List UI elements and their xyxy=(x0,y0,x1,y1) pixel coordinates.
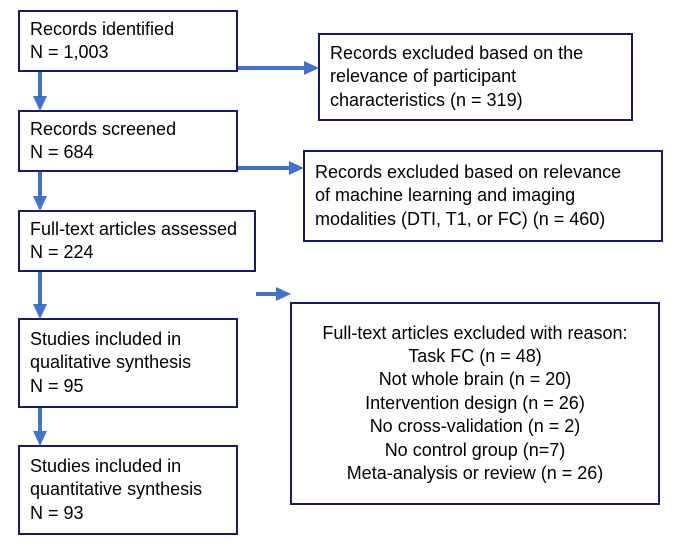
flow-box-qualitative: Studies included in qualitative synthesi… xyxy=(18,318,238,408)
arrow-head-right-fulltext-ex3 xyxy=(276,287,291,301)
arrow-head-right-screened-ex2 xyxy=(289,161,304,175)
arrow-head-down-qualitative-quantitative xyxy=(33,431,47,446)
arrow-right-screened-ex2 xyxy=(238,166,291,170)
arrow-head-down-fulltext-qualitative xyxy=(33,304,47,319)
arrow-down-identified-screened xyxy=(38,72,42,98)
flow-box-ex1: Records excluded based on the relevance … xyxy=(318,33,633,121)
arrow-down-qualitative-quantitative xyxy=(38,408,42,433)
flow-box-screened: Records screened N = 684 xyxy=(18,110,238,172)
arrow-down-screened-fulltext xyxy=(38,172,42,198)
flow-box-fulltext: Full-text articles assessed N = 224 xyxy=(18,210,256,272)
arrow-head-down-identified-screened xyxy=(33,96,47,111)
flow-box-quantitative: Studies included in quantitative synthes… xyxy=(18,445,238,535)
arrow-right-identified-ex1 xyxy=(238,66,306,70)
arrow-down-fulltext-qualitative xyxy=(38,272,42,306)
flow-box-ex3: Full-text articles excluded with reason:… xyxy=(290,302,660,505)
arrow-head-down-screened-fulltext xyxy=(33,196,47,211)
flow-box-identified: Records identified N = 1,003 xyxy=(18,10,238,72)
flow-box-ex2: Records excluded based on relevance of m… xyxy=(303,150,663,242)
arrow-right-fulltext-ex3 xyxy=(256,292,278,296)
arrow-head-right-identified-ex1 xyxy=(304,61,319,75)
